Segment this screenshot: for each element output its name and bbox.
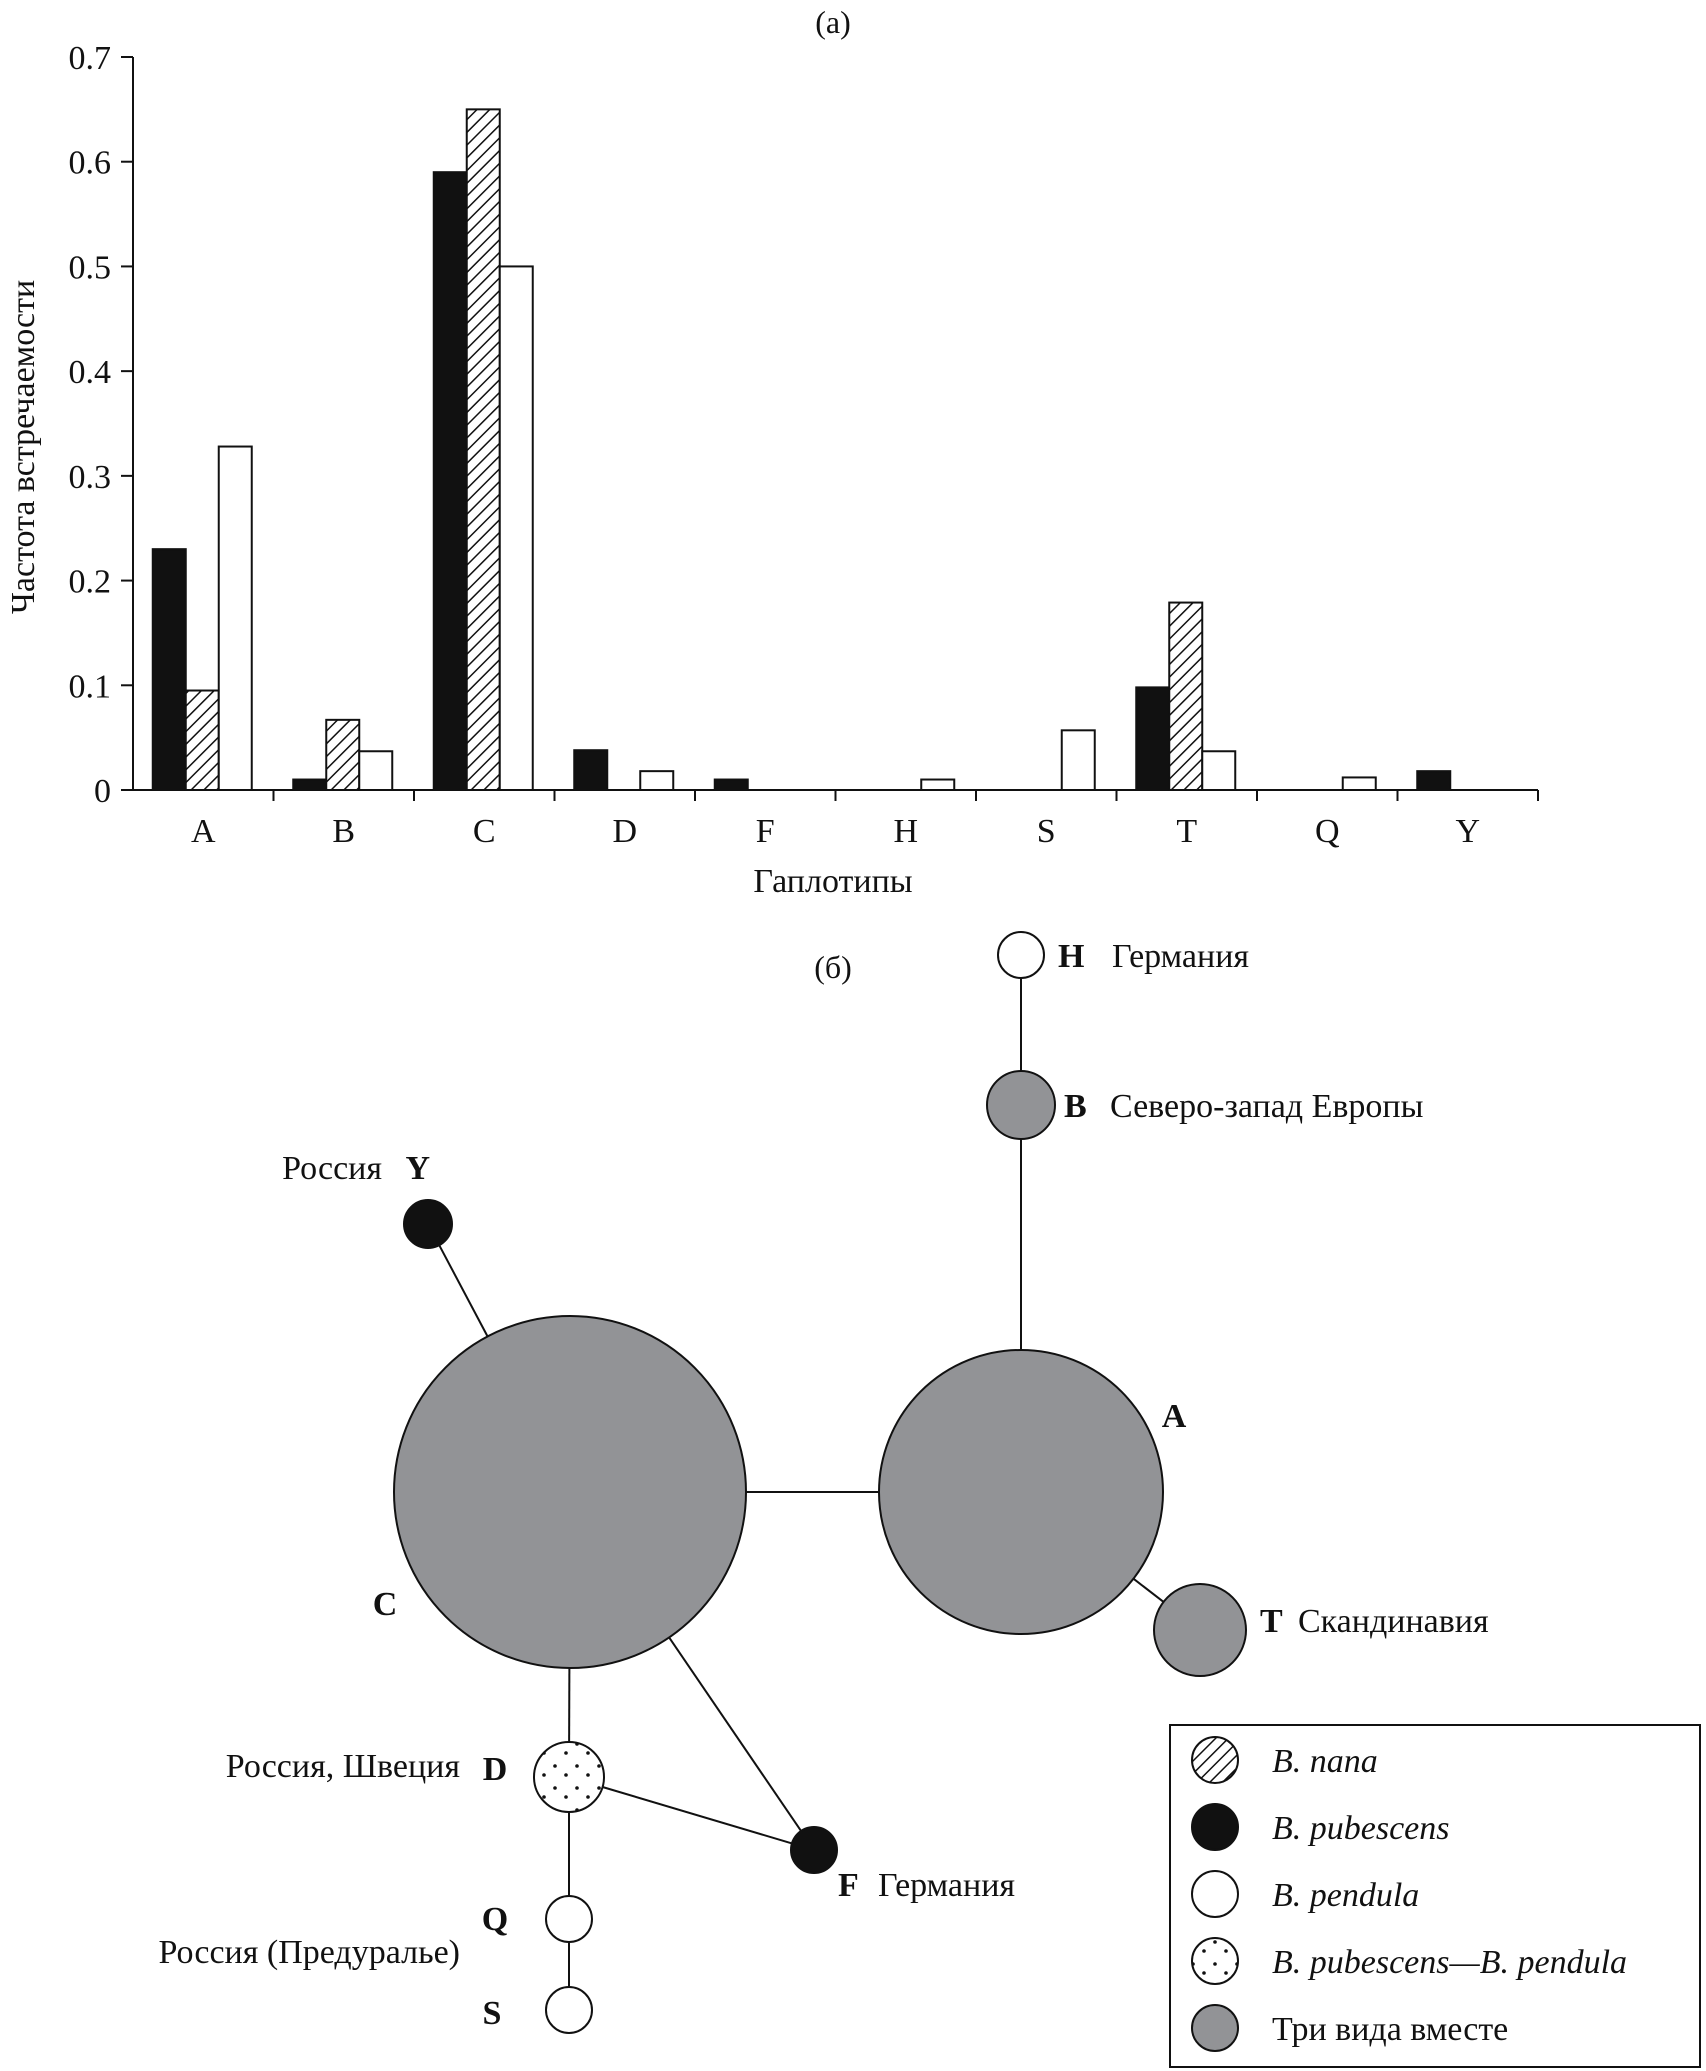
- bar-T-white: [1201, 750, 1237, 792]
- node-code-A: A: [1162, 1398, 1187, 1435]
- node-label-B: Северо-запад Европы: [1110, 1088, 1424, 1125]
- bar-D-solid-black: [573, 749, 609, 791]
- network-labels: H Германия B Северо-запад Европы Y Россия C A T С…: [158, 938, 1489, 2032]
- x-tick-label: B: [332, 813, 355, 850]
- legend-label: B. pubescens—B. pendula: [1272, 1944, 1627, 1981]
- legend-swatch-gray: [1191, 2004, 1239, 2052]
- legend-swatch-hatched: [1191, 1736, 1239, 1784]
- x-axis-label: Гаплотипы: [753, 863, 912, 900]
- legend-label: B. pendula: [1272, 1877, 1419, 1914]
- node-B: [986, 1070, 1056, 1140]
- node-label-D: Россия, Швеция: [226, 1748, 461, 1785]
- node-code-Y: Y: [405, 1150, 430, 1187]
- bar-C-white: [498, 265, 534, 791]
- node-Q: [545, 1895, 593, 1943]
- x-tick-label: F: [756, 813, 775, 850]
- node-code-Q: Q: [482, 1901, 508, 1938]
- x-tick-label: Y: [1455, 813, 1480, 850]
- node-D: [533, 1741, 605, 1813]
- x-tick-label: C: [473, 813, 496, 850]
- bar-chart: (а) 0 0.1 0.2 0.3 0.4 0.5 0.6 0.7 A B C D F H S T Q Y Гап…: [5, 4, 1539, 900]
- legend-swatch-dotted: [1191, 1937, 1239, 1985]
- x-tick-label: S: [1037, 813, 1056, 850]
- bar-chart-bars: [151, 108, 1452, 792]
- y-tick-label: 0.2: [69, 564, 112, 601]
- bar-B-solid-black: [292, 778, 328, 791]
- node-label-F: Германия: [878, 1867, 1015, 1904]
- bar-H-white: [920, 778, 956, 791]
- bar-D-white: [639, 770, 675, 791]
- x-tick-label: H: [893, 813, 918, 850]
- bar-A-solid-black: [151, 548, 187, 792]
- edge-D-F: [602, 1786, 793, 1845]
- panel-label-b: (б): [814, 949, 852, 985]
- network-nodes: [393, 931, 1247, 2034]
- edge-C-F: [668, 1636, 802, 1832]
- y-tick-label: 0.4: [69, 354, 112, 391]
- legend-label: B. nana: [1272, 1743, 1378, 1780]
- bar-A-white: [217, 445, 253, 791]
- node-S: [545, 1986, 593, 2034]
- node-code-H: H: [1058, 938, 1084, 975]
- network-edges: [438, 978, 1165, 1987]
- node-H: [997, 931, 1045, 979]
- legend: B. nana B. pubescens B. pendula B. pubescen…: [1169, 1724, 1701, 2068]
- node-label-T: Скандинавия: [1298, 1603, 1489, 1640]
- node-code-T: T: [1260, 1603, 1283, 1640]
- node-C: [393, 1315, 747, 1669]
- node-label-Q: Россия (Предуралье): [158, 1934, 460, 1971]
- y-axis-label: Частота встречаемости: [5, 280, 42, 614]
- y-tick-label: 0.6: [69, 145, 112, 182]
- legend-label: Три вида вместе: [1272, 2011, 1508, 2048]
- y-tick-label: 0.5: [69, 249, 112, 286]
- bar-Q-white: [1341, 776, 1377, 791]
- node-label-Y: Россия: [282, 1150, 382, 1187]
- y-tick-label: 0.7: [69, 40, 112, 77]
- y-tick-label: 0.1: [69, 668, 112, 705]
- legend-swatch-black: [1191, 1803, 1239, 1851]
- legend-box: [1169, 1724, 1701, 2068]
- bar-S-white: [1060, 729, 1096, 792]
- x-tick-label: Q: [1315, 813, 1340, 850]
- panel-label-a: (а): [815, 4, 851, 40]
- y-tick-label: 0: [94, 773, 111, 810]
- haplotype-network: (б) H Германия B Северо-запад Европы Y Россия…: [158, 931, 1489, 2034]
- bar-chart-axes: 0 0.1 0.2 0.3 0.4 0.5 0.6 0.7 A B C D F H S T Q Y: [69, 40, 1539, 850]
- edge-Y-C: [438, 1244, 489, 1337]
- bar-B-hatched: [325, 718, 361, 791]
- node-code-B: B: [1064, 1088, 1087, 1125]
- x-tick-label: D: [612, 813, 637, 850]
- legend-label: B. pubescens: [1272, 1810, 1450, 1847]
- bar-T-hatched: [1168, 601, 1204, 791]
- node-label-H: Германия: [1112, 938, 1249, 975]
- x-tick-label: T: [1176, 813, 1197, 850]
- y-tick-label: 0.3: [69, 459, 112, 496]
- node-T: [1153, 1583, 1247, 1677]
- bar-T-solid-black: [1135, 686, 1171, 792]
- bar-A-hatched: [184, 689, 220, 791]
- bar-F-solid-black: [713, 778, 749, 791]
- bar-C-hatched: [465, 108, 501, 792]
- x-tick-label: A: [191, 813, 216, 850]
- bar-Y-solid-black: [1416, 770, 1452, 791]
- legend-swatch-white: [1191, 1870, 1239, 1918]
- node-code-C: C: [373, 1586, 398, 1623]
- node-code-D: D: [483, 1751, 508, 1788]
- legend-items: B. nana B. pubescens B. pendula B. pubescen…: [1191, 1736, 1627, 2052]
- node-Y: [403, 1199, 453, 1249]
- node-code-F: F: [838, 1867, 859, 1904]
- edge-A-T: [1132, 1577, 1165, 1603]
- node-F: [790, 1826, 838, 1874]
- bar-B-white: [358, 750, 394, 792]
- bar-C-solid-black: [432, 171, 468, 791]
- node-A: [878, 1349, 1164, 1635]
- node-code-S: S: [483, 1995, 502, 2032]
